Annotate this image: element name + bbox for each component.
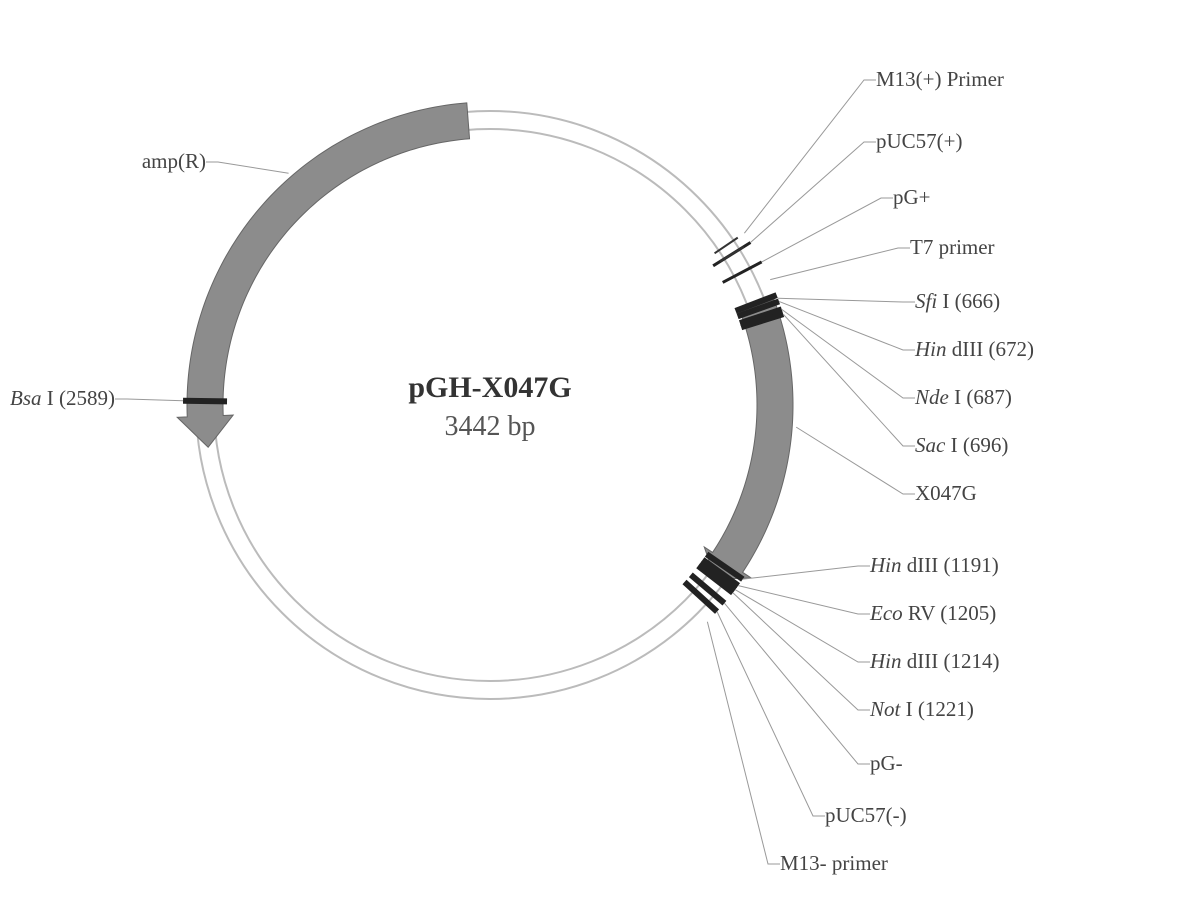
leader-line: [783, 314, 915, 446]
feature-label: Nde I (687): [914, 385, 1012, 409]
plasmid-size: 3442 bp: [445, 411, 536, 442]
leader-line: [707, 622, 780, 864]
leader-line: [770, 248, 910, 280]
leader-line: [762, 198, 893, 262]
leader-line: [796, 427, 915, 494]
feature-label: M13(+) Primer: [876, 67, 1004, 91]
site-tick: [183, 401, 227, 402]
feature-label: X047G: [915, 481, 977, 505]
leader-line: [115, 399, 183, 401]
feature-label: M13- primer: [780, 851, 888, 875]
feature-label: pUC57(+): [876, 129, 963, 153]
feature-arc: [704, 300, 793, 580]
plasmid-map: pGH-X047G 3442 bp amp(R) Bsa I (2589) M13(+)…: [0, 0, 1178, 910]
feature-label: pG-: [870, 751, 903, 775]
feature-label: Eco RV (1205): [869, 601, 996, 625]
leader-line: [738, 586, 870, 614]
leader-line: [724, 603, 870, 764]
feature-label: Sac I (696): [915, 433, 1008, 457]
leader-line: [750, 142, 876, 243]
leader-line: [733, 593, 870, 710]
leader-line: [717, 612, 825, 816]
feature-label: Hin dIII (1214): [869, 649, 999, 673]
leader-line: [778, 298, 915, 302]
feature-label: Hin dIII (672): [914, 337, 1034, 361]
leader-line: [779, 301, 915, 350]
feature-label: Sfi I (666): [915, 289, 1000, 313]
feature-label: Bsa I (2589): [10, 386, 115, 410]
leader-line: [743, 566, 870, 579]
feature-label: pUC57(-): [825, 803, 907, 827]
plasmid-name: pGH-X047G: [408, 371, 571, 404]
feature-label: Not I (1221): [869, 697, 974, 721]
feature-label: amp(R): [142, 149, 206, 173]
leader-line: [206, 162, 289, 173]
leader-line: [782, 309, 915, 398]
leader-line: [744, 80, 876, 233]
feature-label: T7 primer: [910, 235, 995, 259]
feature-label: Hin dIII (1191): [869, 553, 999, 577]
feature-label: pG+: [893, 185, 931, 209]
